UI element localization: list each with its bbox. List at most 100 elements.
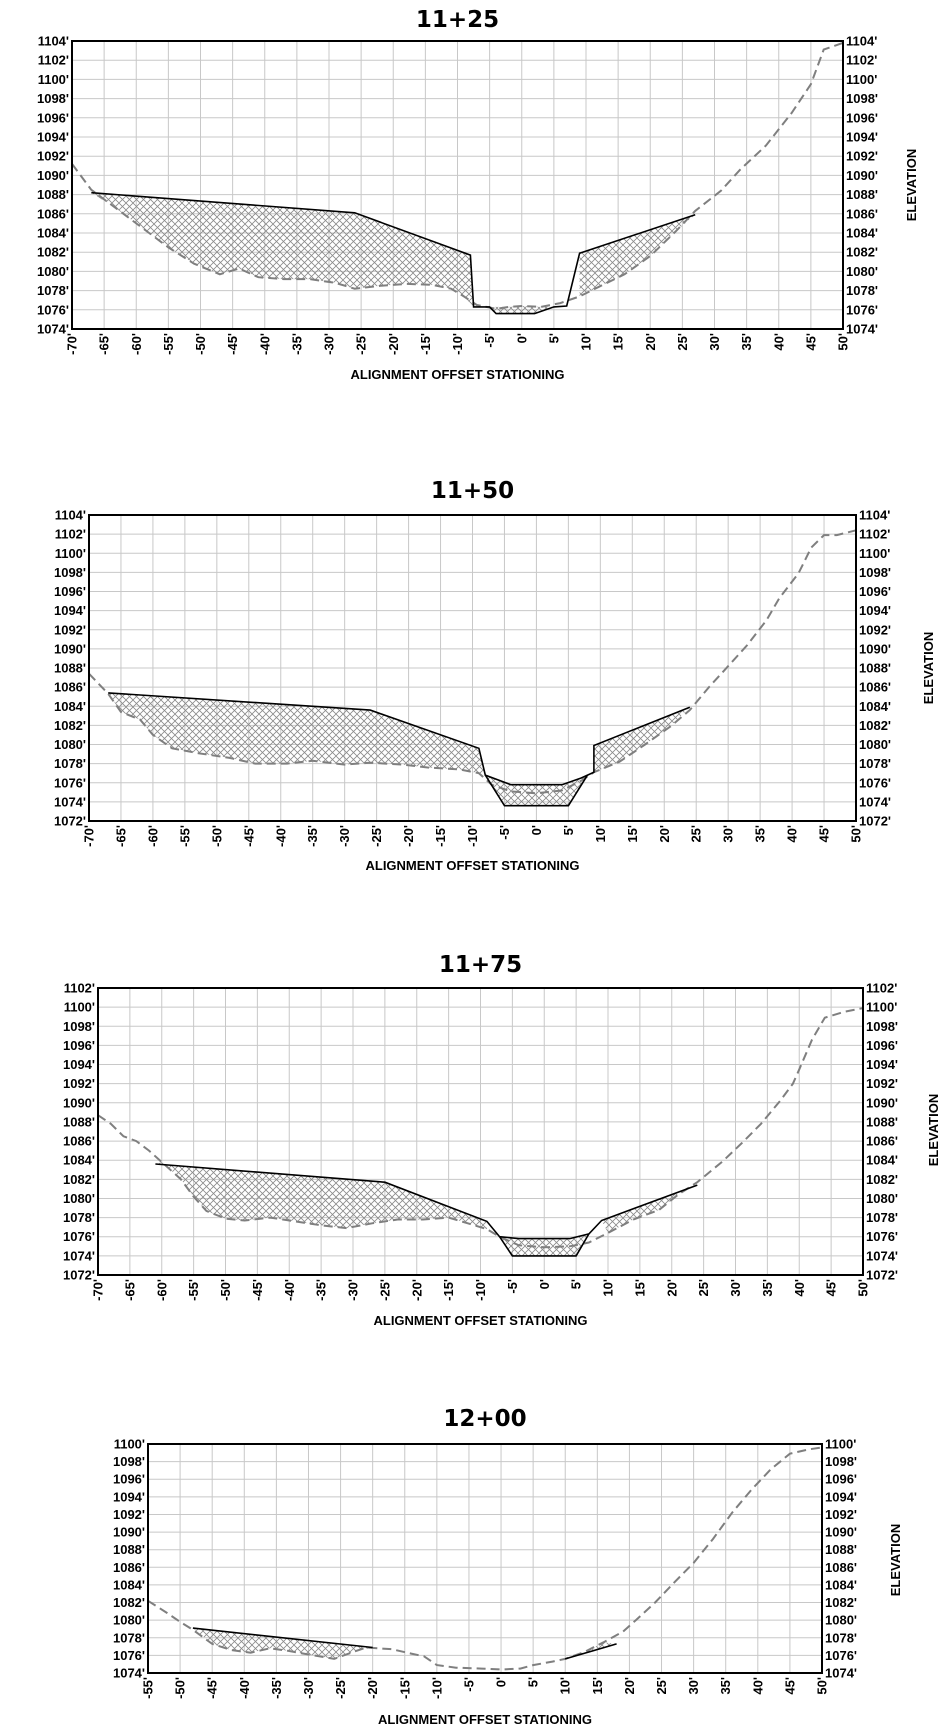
x-tick-label: 25'	[696, 1279, 711, 1297]
y-tick-label-right: 1084'	[846, 226, 878, 241]
y-tick-label-left: 1078'	[113, 1630, 145, 1645]
y-tick-label-right: 1094'	[825, 1489, 857, 1504]
y-tick-label-right: 1096'	[846, 110, 878, 125]
hatch-region	[579, 214, 696, 297]
x-tick-label: 50'	[815, 1677, 830, 1695]
x-tick-label: 40'	[750, 1677, 765, 1695]
x-tick-label: -20'	[386, 333, 401, 355]
x-tick-label: 45'	[782, 1677, 797, 1695]
y-tick-label-left: 1080'	[54, 737, 86, 752]
y-tick-label-right: 1092'	[859, 622, 891, 637]
y-tick-label-left: 1090'	[113, 1525, 145, 1540]
y-tick-label-left: 1082'	[63, 1172, 95, 1187]
x-tick-label: 25'	[654, 1677, 669, 1695]
x-tick-label: 20'	[622, 1677, 637, 1695]
y-tick-label-right: 1080'	[866, 1191, 898, 1206]
y-tick-label-right: 1080'	[859, 737, 891, 752]
x-tick-label: -55'	[161, 333, 176, 355]
y-tick-label-left: 1088'	[54, 661, 86, 676]
x-tick-label: -20'	[409, 1279, 424, 1301]
x-tick-label: -70'	[91, 1279, 106, 1301]
existing-ground-line	[97, 1007, 864, 1249]
x-tick-label: 50'	[849, 825, 864, 843]
x-tick-label: 30'	[721, 825, 736, 843]
y-tick-label-left: 1098'	[113, 1454, 145, 1469]
x-tick-label: 35'	[760, 1279, 775, 1297]
y-tick-label-right: 1072'	[866, 1268, 898, 1283]
y-tick-label-left: 1094'	[63, 1057, 95, 1072]
y-tick-label-right: 1100'	[846, 72, 877, 87]
x-tick-label: 45'	[817, 825, 832, 843]
x-tick-label: 40'	[785, 825, 800, 843]
y-tick-label-right: 1080'	[825, 1613, 857, 1628]
plot-area: 1074' 1074' 1076' 1076' 1078' 1078' 1080' 1080'…	[37, 34, 878, 355]
y-tick-label-left: 1100'	[38, 72, 69, 87]
x-tick-label: 0'	[537, 1279, 552, 1289]
x-tick-label: -30'	[337, 825, 352, 847]
hatch-region	[155, 1162, 487, 1230]
x-tick-label: -35'	[305, 825, 320, 847]
y-tick-label-right: 1090'	[859, 641, 891, 656]
x-tick-label: 35'	[718, 1677, 733, 1695]
y-axis-label: ELEVATION	[888, 1524, 903, 1596]
y-tick-label-right: 1086'	[859, 680, 891, 695]
y-tick-label-left: 1080'	[113, 1613, 145, 1628]
y-tick-label-right: 1078'	[846, 283, 878, 298]
y-tick-label-left: 1102'	[55, 527, 86, 542]
y-tick-label-right: 1104'	[846, 34, 877, 49]
cross-section-chart-12-00: 12+00 1074' 1074' 1076' 1076' 1078' 1078' 1080…	[113, 1406, 903, 1727]
x-tick-label: -10'	[450, 333, 465, 355]
y-tick-label-right: 1076'	[825, 1648, 857, 1663]
y-tick-label-right: 1102'	[859, 527, 890, 542]
y-tick-label-left: 1098'	[54, 565, 86, 580]
y-tick-label-left: 1104'	[55, 508, 86, 523]
x-tick-label: 5'	[561, 825, 576, 835]
x-tick-label: -15'	[418, 333, 433, 355]
hatch-region	[593, 707, 690, 773]
y-tick-label-left: 1086'	[63, 1134, 95, 1149]
x-tick-label: 50'	[836, 333, 851, 351]
hatch-region	[192, 1628, 373, 1659]
x-tick-label: -5'	[497, 825, 512, 840]
x-tick-label: -20'	[365, 1677, 380, 1699]
proposed-channel-bottom-line	[498, 1233, 590, 1257]
y-tick-label-right: 1104'	[859, 508, 890, 523]
x-tick-label: 45'	[803, 333, 818, 351]
y-tick-label-right: 1096'	[866, 1038, 898, 1053]
proposed-grade-line	[155, 1163, 698, 1240]
y-tick-label-right: 1094'	[859, 603, 891, 618]
hatch-region	[601, 1185, 698, 1233]
x-tick-label: -25'	[377, 1279, 392, 1301]
y-tick-label-left: 1098'	[63, 1019, 95, 1034]
x-tick-label: 10'	[593, 825, 608, 843]
x-tick-label: -40'	[282, 1279, 297, 1301]
y-tick-label-right: 1098'	[825, 1454, 857, 1469]
y-tick-label-right: 1102'	[866, 981, 897, 996]
existing-ground-line	[71, 41, 844, 310]
x-tick-label: -40'	[273, 825, 288, 847]
x-tick-label: 15'	[625, 825, 640, 843]
y-tick-label-right: 1076'	[866, 1229, 898, 1244]
x-tick-label: -55'	[186, 1279, 201, 1301]
x-tick-label: 0'	[494, 1677, 509, 1687]
y-tick-label-right: 1088'	[859, 661, 891, 676]
y-tick-label-right: 1084'	[825, 1577, 857, 1592]
y-tick-label-right: 1098'	[846, 91, 878, 106]
x-tick-label: -35'	[269, 1677, 284, 1699]
x-tick-label: -10'	[473, 1279, 488, 1301]
x-tick-label: 50'	[856, 1279, 871, 1297]
x-tick-label: -10'	[429, 1677, 444, 1699]
y-tick-label-right: 1082'	[846, 245, 878, 260]
y-tick-label-right: 1078'	[866, 1210, 898, 1225]
x-tick-label: -30'	[301, 1677, 316, 1699]
existing-ground-line	[88, 529, 857, 795]
x-tick-label: -70'	[65, 333, 80, 355]
x-tick-label: 0'	[514, 333, 529, 343]
y-tick-label-left: 1094'	[54, 603, 86, 618]
x-tick-label: -70'	[82, 825, 97, 847]
x-tick-label: 5'	[546, 333, 561, 343]
plot-frame	[97, 987, 864, 1276]
y-tick-label-right: 1088'	[825, 1542, 857, 1557]
x-tick-label: -55'	[177, 825, 192, 847]
